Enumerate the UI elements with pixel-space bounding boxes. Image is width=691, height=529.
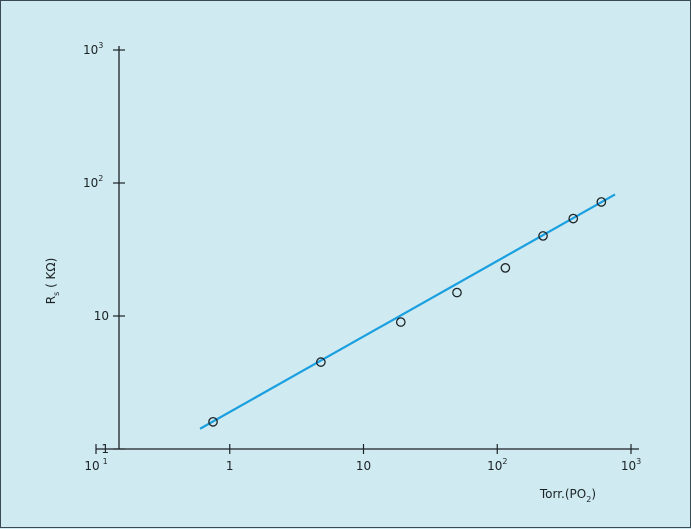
y-axis-label-main: R <box>44 296 58 304</box>
x-tick-label-base-0: 10 <box>84 459 99 473</box>
x-tick-label-exp-4: 3 <box>636 457 641 466</box>
data-point-0 <box>208 417 218 427</box>
y-tick-label-0: 1 <box>101 442 109 456</box>
x-tick-label-base-2: 10 <box>356 459 371 473</box>
data-point-2 <box>395 317 406 327</box>
x-axis-label-end: ) <box>591 487 596 501</box>
y-tick-label-exp-2: 2 <box>98 174 103 183</box>
fit-line <box>199 193 616 430</box>
y-tick-label-base-1: 10 <box>94 309 109 323</box>
axes <box>96 46 639 450</box>
y-tick-label-3: 103 <box>83 41 103 57</box>
x-axis-ticks: 10 1 1 10 102 103 <box>84 444 641 473</box>
x-tick-label-2: 10 <box>356 459 371 473</box>
x-tick-label-base-1: 1 <box>226 459 234 473</box>
data-points <box>208 197 607 427</box>
y-tick-label-2: 102 <box>83 174 103 190</box>
y-axis-label-end: ( KΩ) <box>44 258 58 292</box>
x-axis-label-sub: 2 <box>586 495 591 504</box>
x-tick-label-3: 102 <box>487 457 507 473</box>
y-axis-label: Rs ( KΩ) <box>44 258 61 305</box>
y-tick-label-base-0: 1 <box>101 442 109 456</box>
data-point-6 <box>568 213 579 224</box>
x-tick-label-0: 10 1 <box>84 457 107 473</box>
y-tick-label-base-3: 10 <box>83 43 98 57</box>
data-point-3 <box>452 287 462 298</box>
fit-line-group <box>199 193 616 430</box>
y-axis-label-sub: s <box>52 292 61 296</box>
x-tick-label-exp-0: 1 <box>103 457 108 466</box>
x-tick-label-exp-3: 2 <box>502 457 507 466</box>
y-tick-label-base-2: 10 <box>83 176 98 190</box>
y-tick-label-exp-3: 3 <box>98 41 103 50</box>
x-axis-label: Torr.(PO2) <box>539 487 596 504</box>
data-point-5 <box>538 231 548 241</box>
data-point-7 <box>596 197 607 207</box>
data-point-1 <box>316 357 326 367</box>
x-axis-label-main: Torr.(PO <box>539 487 586 501</box>
x-tick-label-4: 103 <box>621 457 641 473</box>
y-tick-label-1: 10 <box>94 309 109 323</box>
x-tick-label-base-4: 10 <box>621 459 636 473</box>
data-point-4 <box>500 263 511 273</box>
x-tick-label-base-3: 10 <box>487 459 502 473</box>
x-tick-label-1: 1 <box>226 459 234 473</box>
